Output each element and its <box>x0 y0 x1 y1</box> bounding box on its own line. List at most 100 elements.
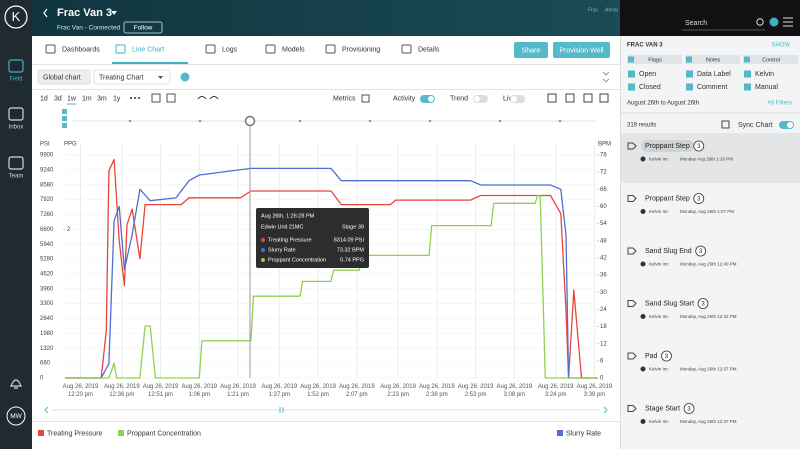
toggle-knob <box>428 96 434 102</box>
chart-tab[interactable] <box>37 69 91 85</box>
y3-tick-label: 2 <box>67 227 71 233</box>
toggle-knob <box>511 96 517 102</box>
sidebar <box>0 0 32 449</box>
action-button[interactable] <box>553 42 610 58</box>
tool-icon[interactable] <box>565 93 575 103</box>
x-tick-label: Aug 26, 2019 3:24 pm <box>538 384 574 398</box>
follow-label: Follow <box>134 25 153 32</box>
nav-label: Inbox <box>9 125 24 131</box>
filter-check[interactable] <box>744 70 751 78</box>
tool-icon[interactable] <box>583 93 593 103</box>
legend-swatch[interactable] <box>38 430 44 436</box>
filter-option: Comment <box>697 84 727 91</box>
series-line <box>65 195 597 379</box>
event-title[interactable]: Sand Slug End <box>645 248 692 255</box>
tab[interactable]: Models <box>282 46 305 53</box>
search-icon[interactable] <box>756 18 764 26</box>
filter-check[interactable] <box>686 83 693 91</box>
event-dot <box>498 119 502 123</box>
back-icon[interactable] <box>43 8 48 18</box>
tag-icon <box>627 142 637 150</box>
event-dot <box>558 119 562 123</box>
y2-tick-label: 78 <box>600 153 607 159</box>
add-button[interactable] <box>769 17 779 27</box>
event-title[interactable]: Proppant Step <box>645 143 690 150</box>
follow-button[interactable] <box>123 21 163 34</box>
range-option[interactable]: 1d <box>40 95 48 102</box>
tab[interactable]: Details <box>418 46 440 53</box>
y2-tick-label: 48 <box>600 238 607 244</box>
filter-header <box>627 55 682 64</box>
event-title[interactable]: Pad <box>645 353 658 360</box>
legend-swatch[interactable] <box>557 430 563 436</box>
tooltip-stage: Stage 39 <box>342 224 364 230</box>
event-title[interactable]: Sand Slug Start <box>645 300 694 307</box>
filter-header-label: Notes <box>706 57 721 63</box>
event-title[interactable]: Stage Start <box>645 405 680 412</box>
event-source: Kelvin Inc <box>649 209 669 214</box>
filter-header-label: Flags <box>648 57 662 63</box>
chart-tab[interactable] <box>93 69 171 85</box>
tooltip-swatch <box>261 258 265 262</box>
event-dot <box>198 119 202 123</box>
panel-show[interactable]: SHOW <box>771 43 790 49</box>
action-label: Share <box>522 47 541 54</box>
x-tick-label: Aug 26, 2019 2:38 pm <box>419 384 455 398</box>
x-tick-label: Aug 26, 2019 2:07 pm <box>339 384 375 398</box>
action-button[interactable] <box>514 42 548 58</box>
x-tick-label: Aug 26, 2019 2:23 pm <box>380 384 416 398</box>
tab[interactable]: Provisioning <box>342 46 380 53</box>
tab[interactable]: Line Chart <box>132 46 164 53</box>
y2-tick-label: 54 <box>600 221 607 227</box>
tooltip-value: 8314.09 PSI <box>334 237 365 243</box>
tooltip-value: 73.32 BPM <box>337 247 365 253</box>
wave-icon <box>197 96 219 100</box>
y-tick-label: 0 <box>40 376 44 382</box>
filter-check[interactable] <box>744 83 751 91</box>
nav-label: Team <box>9 174 24 180</box>
filter-option: Open <box>639 71 656 78</box>
range-option[interactable]: 3m <box>97 95 107 102</box>
x-tick-label: Aug 26, 2019 1:06 pm <box>181 384 217 398</box>
event-title[interactable]: Proppant Step <box>645 195 690 202</box>
range-option[interactable]: 3d <box>54 95 62 102</box>
filter-check[interactable] <box>628 70 635 78</box>
tool-icon[interactable] <box>599 93 609 103</box>
range-option[interactable]: 1w <box>67 95 77 102</box>
all-filters[interactable]: All Filters <box>767 101 792 107</box>
filter-check[interactable] <box>628 83 635 91</box>
event-count: 3 <box>697 197 701 203</box>
event-source: Kelvin Inc <box>649 157 669 162</box>
x-tick-label: Aug 26, 2019 1:37 pm <box>261 384 297 398</box>
nav-icon[interactable] <box>8 107 24 121</box>
collapse-icon <box>602 71 610 83</box>
source-avatar <box>640 209 646 214</box>
event-time: Monday, Aug 26th 12:42 PM <box>680 314 737 319</box>
add-chart[interactable] <box>180 72 190 82</box>
range-option[interactable]: 1m <box>82 95 92 102</box>
y2-tick-label: 0 <box>600 376 604 382</box>
range-option[interactable]: 1y <box>113 95 121 102</box>
legend-label: Slurry Rate <box>566 430 601 437</box>
tab[interactable]: Dashboards <box>62 46 100 53</box>
chart-tab-caret <box>158 76 163 79</box>
filter-check[interactable] <box>686 70 693 78</box>
date-range: August 26th to August 26th <box>627 101 699 107</box>
menu-icon[interactable] <box>783 17 793 27</box>
chart-tab-label: Global chart <box>43 74 81 81</box>
legend-swatch[interactable] <box>118 430 124 436</box>
filter-option: Closed <box>639 84 661 91</box>
event-time: Monday Aug 26th 1:26 PM <box>680 157 733 162</box>
toggle-label: Live <box>503 95 516 102</box>
header <box>32 0 620 36</box>
count-badge <box>693 140 705 152</box>
y-tick-label: 660 <box>40 361 51 367</box>
metrics-label[interactable]: Metrics <box>333 95 356 102</box>
nav-icon[interactable] <box>8 59 24 73</box>
y-tick-label: 7920 <box>40 197 54 203</box>
tab[interactable]: Logs <box>222 46 238 53</box>
cursor-handle <box>244 115 256 127</box>
tool-icon[interactable] <box>547 93 557 103</box>
nav-icon[interactable] <box>8 156 24 170</box>
